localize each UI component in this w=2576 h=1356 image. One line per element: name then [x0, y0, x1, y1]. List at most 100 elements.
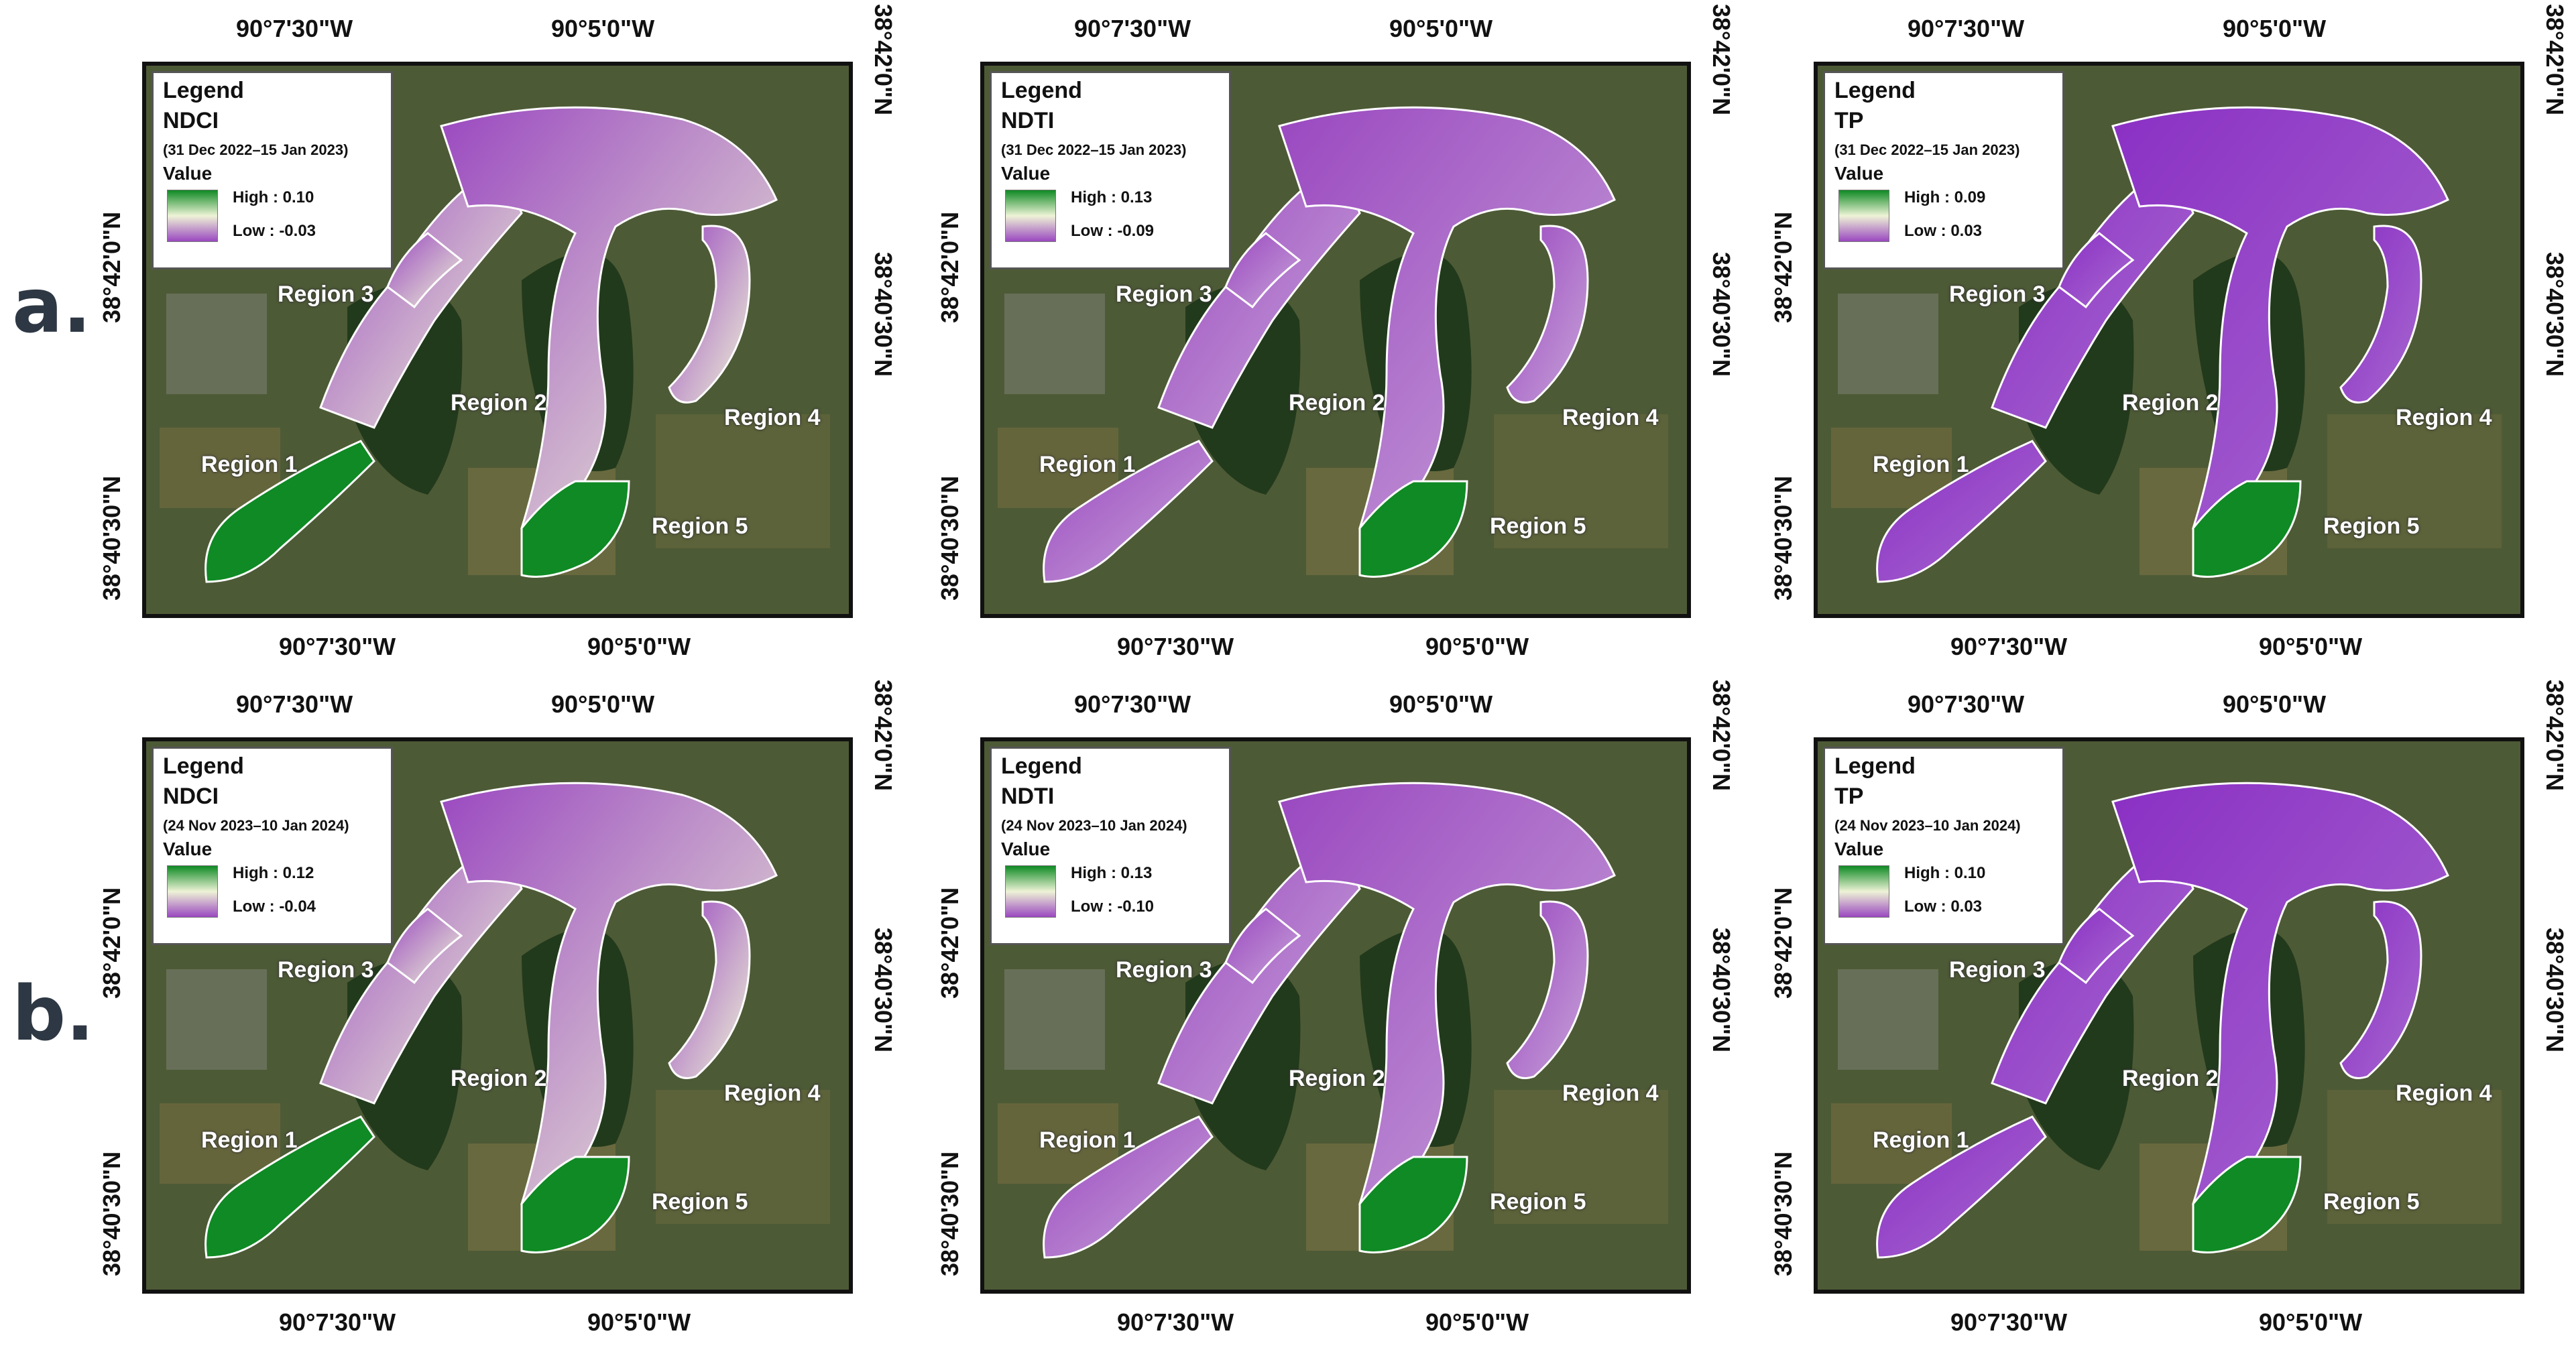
region-4-water — [1506, 225, 1589, 404]
region-5-water — [2192, 1156, 2302, 1253]
lon-tick-bottom-left: 90°7'30"W — [1117, 633, 1234, 660]
farmland-patch — [2327, 1090, 2502, 1224]
lon-tick-bottom-left: 90°7'30"W — [1950, 1308, 2068, 1336]
region-2-label: Region 2 — [451, 390, 547, 416]
lon-tick-top-left: 90°7'30"W — [236, 690, 353, 718]
region-3-label: Region 3 — [1116, 282, 1212, 307]
region-2-label: Region 2 — [2122, 390, 2219, 416]
region-1-label: Region 1 — [1873, 452, 1969, 477]
lon-tick-top-right: 90°5'0"W — [2223, 15, 2327, 42]
legend-low-label: Low : 0.03 — [1904, 898, 1983, 916]
legend-value-label: Value — [163, 163, 213, 184]
legend-high-label: High : 0.10 — [233, 188, 314, 206]
lat-tick-left-lower: 38°40'30"N — [98, 475, 125, 601]
region-5-label: Region 5 — [1490, 1189, 1586, 1215]
lat-tick-left-upper: 38°42'0"N — [1769, 211, 1797, 323]
legend-color-ramp — [167, 865, 218, 918]
lon-tick-bottom-right: 90°5'0"W — [2259, 1308, 2363, 1336]
lon-tick-top-right: 90°5'0"W — [2223, 690, 2327, 718]
lon-tick-bottom-left: 90°7'30"W — [1117, 1308, 1234, 1336]
lon-tick-bottom-right: 90°5'0"W — [2259, 633, 2363, 660]
region-1-water — [1043, 440, 1214, 583]
region-3-label: Region 3 — [278, 282, 374, 307]
legend-ramp-row: High : 0.13 Low : -0.10 — [1001, 863, 1220, 919]
legend-color-ramp — [1838, 190, 1889, 242]
region-5-water — [1358, 480, 1468, 578]
legend-ramp-row: High : 0.10 Low : 0.03 — [1834, 863, 2053, 919]
lat-tick-left-lower: 38°40'30"N — [1769, 1151, 1797, 1276]
region-3-label: Region 3 — [1116, 957, 1212, 983]
legend-title: Legend — [163, 78, 244, 103]
region-5-label: Region 5 — [652, 513, 748, 539]
map-panel-a-ndti: 90°7'30"W 90°5'0"W 90°7'30"W 90°5'0"W 38… — [936, 4, 1735, 660]
region-main-water — [2111, 106, 2449, 530]
legend-high-label: High : 0.09 — [1904, 188, 1986, 206]
lon-tick-bottom-right: 90°5'0"W — [587, 1308, 691, 1336]
legend-period: (24 Nov 2023–10 Jan 2024) — [163, 817, 349, 834]
lat-tick-right-upper: 38°42'0"N — [1708, 3, 1735, 115]
region-1-label: Region 1 — [1039, 452, 1136, 477]
region-1-water — [1876, 440, 2047, 583]
region-4-label: Region 4 — [1562, 405, 1659, 430]
lon-tick-bottom-left: 90°7'30"W — [279, 1308, 396, 1336]
row-label-a: a. — [12, 263, 92, 350]
region-5-label: Region 5 — [2323, 513, 2420, 539]
farmland-patch — [656, 1090, 830, 1224]
legend-period: (31 Dec 2022–15 Jan 2023) — [1834, 141, 2020, 158]
region-5-label: Region 5 — [652, 1189, 748, 1215]
lat-tick-right-lower: 38°40'30"N — [870, 251, 897, 377]
legend-period: (24 Nov 2023–10 Jan 2024) — [1001, 817, 1187, 834]
lon-tick-top-left: 90°7'30"W — [1908, 15, 2025, 42]
region-1-label: Region 1 — [1873, 1127, 1969, 1153]
farmland-patch — [1494, 1090, 1668, 1224]
legend-ramp-row: High : 0.10 Low : -0.03 — [163, 187, 382, 243]
lat-tick-left-lower: 38°40'30"N — [936, 1151, 963, 1276]
legend-period: (31 Dec 2022–15 Jan 2023) — [1001, 141, 1187, 158]
region-main-water — [1278, 106, 1616, 530]
map-panel-a-ndci: 90°7'30"W 90°5'0"W 90°7'30"W 90°5'0"W 38… — [98, 4, 897, 660]
legend-low-label: Low : 0.03 — [1904, 222, 1983, 240]
region-4-label: Region 4 — [2396, 405, 2492, 430]
lon-tick-top-right: 90°5'0"W — [1389, 690, 1493, 718]
legend-value-label: Value — [1001, 839, 1051, 859]
region-2-label: Region 2 — [1289, 390, 1385, 416]
lon-tick-bottom-right: 90°5'0"W — [1425, 1308, 1529, 1336]
legend-box: Legend NDTI (31 Dec 2022–15 Jan 2023) Va… — [990, 71, 1231, 269]
region-1-label: Region 1 — [201, 1127, 298, 1153]
lat-tick-left-upper: 38°42'0"N — [936, 887, 963, 999]
lat-tick-left-lower: 38°40'30"N — [98, 1151, 125, 1276]
region-1-water — [204, 440, 375, 583]
region-4-label: Region 4 — [724, 405, 821, 430]
region-5-water — [2192, 480, 2302, 578]
row-label-b: b. — [12, 971, 95, 1058]
lat-tick-right-upper: 38°42'0"N — [2541, 679, 2569, 791]
legend-box: Legend NDCI (24 Nov 2023–10 Jan 2024) Va… — [152, 747, 393, 945]
legend-high-label: High : 0.13 — [1071, 864, 1153, 882]
legend-title: Legend — [1834, 753, 1916, 779]
region-4-water — [2339, 225, 2422, 404]
lat-tick-right-lower: 38°40'30"N — [2541, 927, 2569, 1052]
legend-period: (31 Dec 2022–15 Jan 2023) — [163, 141, 349, 158]
legend-index-name: NDTI — [1001, 784, 1055, 809]
region-3-label: Region 3 — [278, 957, 374, 983]
region-4-label: Region 4 — [2396, 1081, 2492, 1106]
region-4-label: Region 4 — [1562, 1081, 1659, 1106]
lat-tick-right-lower: 38°40'30"N — [1708, 927, 1735, 1052]
lon-tick-top-right: 90°5'0"W — [1389, 15, 1493, 42]
legend-high-label: High : 0.10 — [1904, 864, 1986, 882]
legend-title: Legend — [1001, 78, 1082, 103]
region-1-water — [1043, 1115, 1214, 1259]
lon-tick-top-right: 90°5'0"W — [551, 15, 655, 42]
urban-patch — [1838, 969, 1938, 1070]
region-1-water — [204, 1115, 375, 1259]
legend-value-label: Value — [1834, 839, 1884, 859]
legend-index-name: NDCI — [163, 108, 219, 133]
lon-tick-top-left: 90°7'30"W — [1074, 15, 1191, 42]
lat-tick-left-upper: 38°42'0"N — [98, 887, 125, 999]
legend-color-ramp — [1005, 190, 1056, 242]
legend-box: Legend TP (24 Nov 2023–10 Jan 2024) Valu… — [1823, 747, 2064, 945]
farmland-patch — [1494, 414, 1668, 548]
region-5-water — [520, 1156, 630, 1253]
lon-tick-bottom-right: 90°5'0"W — [587, 633, 691, 660]
legend-low-label: Low : -0.03 — [233, 222, 316, 240]
